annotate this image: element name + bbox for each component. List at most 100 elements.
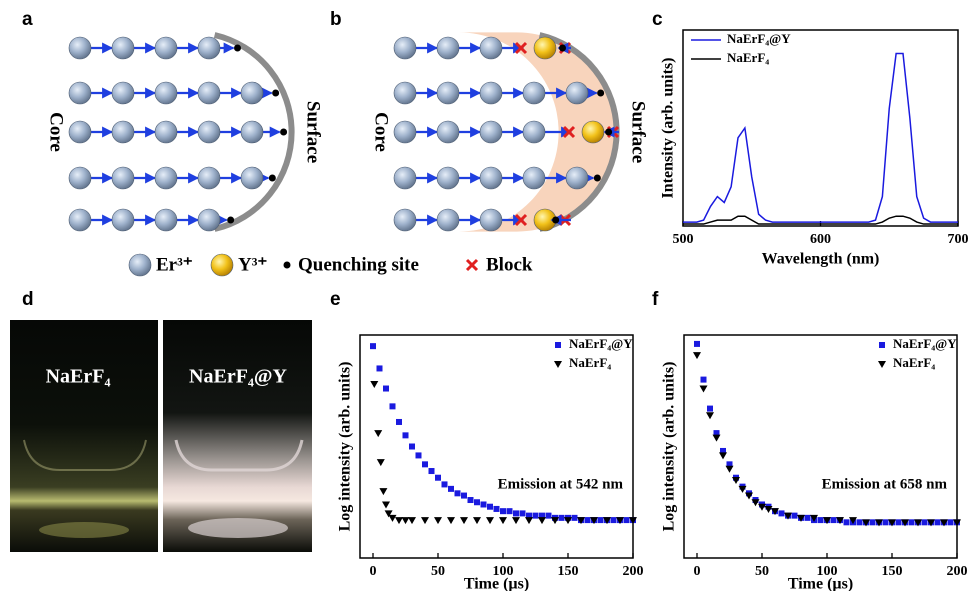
x-tick-label: 50: [755, 564, 769, 579]
ion: [393, 208, 417, 232]
x-tick-label: 150: [558, 564, 579, 579]
ion: [154, 120, 178, 144]
point: [441, 481, 448, 488]
legend-marker: [878, 361, 886, 368]
point: [422, 461, 428, 468]
point: [590, 517, 598, 525]
point: [745, 492, 753, 500]
core-label: Core: [46, 112, 67, 152]
x-tick-label: 100: [493, 564, 514, 579]
ion: [111, 120, 135, 144]
point: [584, 517, 591, 524]
ion: [210, 253, 234, 277]
point: [428, 468, 435, 475]
point: [603, 517, 611, 525]
point: [629, 517, 637, 525]
legend-marker: [554, 361, 562, 368]
ion: [197, 166, 221, 190]
x-tick-label: 100: [817, 564, 838, 579]
point: [384, 510, 393, 518]
ion: [111, 208, 135, 232]
y-axis-label: Log intensity (arb. units): [337, 362, 354, 532]
point: [434, 517, 442, 525]
ion: [436, 81, 460, 105]
ion: [533, 36, 557, 60]
point: [597, 517, 604, 524]
legend-marker: [555, 342, 561, 348]
point: [493, 505, 500, 512]
x-axis-label: Time (µs): [788, 576, 853, 591]
point: [934, 519, 941, 526]
point: [538, 517, 546, 525]
point: [693, 352, 701, 360]
point: [713, 430, 720, 437]
point: [712, 434, 721, 442]
legend-text: NaErF₄: [569, 355, 611, 370]
quenching-site: [268, 174, 276, 182]
ion: [479, 120, 503, 144]
point: [856, 519, 863, 526]
point: [797, 514, 805, 522]
ion: [68, 81, 92, 105]
ion: [197, 208, 221, 232]
legend-text: Er³⁺: [156, 254, 193, 275]
ion: [522, 166, 546, 190]
ion: [393, 120, 417, 144]
point: [545, 512, 552, 519]
x-tick-label: 0: [370, 564, 377, 579]
point: [577, 517, 585, 525]
annotation: Emission at 542 nm: [498, 476, 624, 492]
quenching-site: [593, 174, 601, 182]
legend-marker: [879, 342, 885, 348]
point: [810, 514, 818, 522]
point: [888, 519, 896, 527]
ion: [479, 36, 503, 60]
ion: [154, 81, 178, 105]
ion: [479, 166, 503, 190]
ion: [154, 36, 178, 60]
point: [379, 488, 388, 496]
point: [699, 385, 708, 393]
point: [784, 512, 792, 520]
legend-text: Block: [486, 254, 533, 275]
point: [921, 519, 928, 526]
point: [447, 517, 455, 525]
ion: [479, 81, 503, 105]
ion: [240, 120, 264, 144]
point: [707, 405, 713, 412]
legend-text: NaErF₄: [893, 355, 935, 370]
ion: [197, 81, 221, 105]
point: [415, 452, 422, 459]
point: [869, 519, 876, 526]
point: [513, 510, 519, 517]
vial-edge: [174, 439, 304, 472]
point: [402, 432, 409, 439]
point: [849, 517, 857, 525]
point: [804, 514, 811, 521]
point: [751, 499, 760, 507]
quenching-site: [605, 128, 613, 136]
content: a b c d e f Core Surface Core Surface Er³⁺ Y³⁺ Quenc…: [10, 9, 969, 591]
point: [396, 418, 402, 425]
point: [519, 510, 526, 517]
ion: [128, 253, 152, 277]
point: [726, 461, 733, 468]
annotation: Emission at 658 nm: [822, 476, 948, 492]
point: [532, 512, 539, 519]
point: [512, 517, 520, 525]
point: [771, 508, 779, 516]
vial-edge: [23, 439, 147, 471]
point: [843, 519, 850, 526]
photo: [163, 320, 312, 552]
plot-frame: [359, 334, 634, 559]
point: [395, 517, 403, 525]
point: [720, 447, 726, 454]
panel-label: c: [652, 9, 663, 30]
point: [778, 510, 785, 517]
point: [694, 340, 700, 347]
point: [732, 476, 740, 484]
point: [370, 381, 379, 389]
block: [514, 213, 528, 227]
point: [940, 519, 948, 527]
